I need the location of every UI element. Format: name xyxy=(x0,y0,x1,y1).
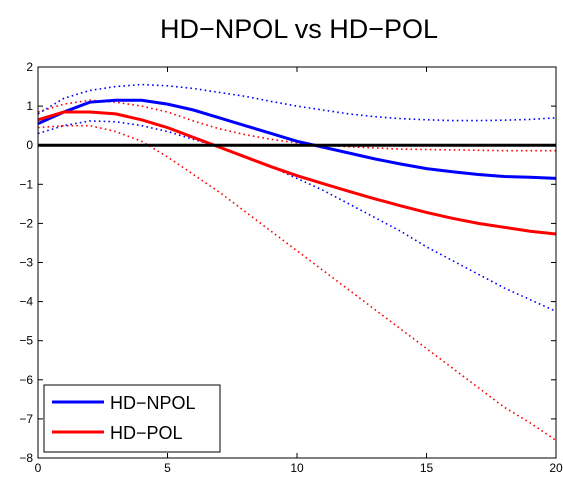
y-tick-label: −6 xyxy=(19,373,33,387)
axes: 0 5 10 15 20 −8 −7 −6 −5 −4 −3 −2 −1 0 1 2 xyxy=(19,60,563,475)
legend: HD−NPOL HD−POL xyxy=(43,384,221,453)
series-hd-npol-upper-band xyxy=(37,83,557,122)
series-hd-pol-upper-band xyxy=(37,99,556,152)
y-tick-label: 0 xyxy=(26,138,33,152)
y-tick-label: 1 xyxy=(26,99,33,113)
y-tick-label: 2 xyxy=(26,60,33,74)
x-tick-label: 15 xyxy=(420,461,434,475)
series-hd-pol-lower-band xyxy=(37,124,557,442)
y-tick-label: −7 xyxy=(19,412,33,426)
legend-label: HD−POL xyxy=(110,423,183,443)
legend-box xyxy=(43,384,221,453)
y-tick-label: −5 xyxy=(19,334,33,348)
y-tick-label: −1 xyxy=(19,177,33,191)
y-tick-label: −2 xyxy=(19,216,33,230)
series-hd-npol-lower-band xyxy=(37,120,557,313)
chart-title: HD−NPOL vs HD−POL xyxy=(160,14,438,44)
series-hd-npol-line xyxy=(37,98,557,180)
x-tick-label: 5 xyxy=(164,461,171,475)
legend-label: HD−NPOL xyxy=(110,393,196,413)
series-hd-pol-line xyxy=(37,110,557,236)
x-tick-label: 0 xyxy=(35,461,42,475)
y-tick-label: −4 xyxy=(19,295,33,309)
y-tick-label: −8 xyxy=(19,451,33,465)
y-tick-label: −3 xyxy=(19,256,33,270)
x-tick-label: 20 xyxy=(549,461,563,475)
x-tick-label: 10 xyxy=(290,461,304,475)
